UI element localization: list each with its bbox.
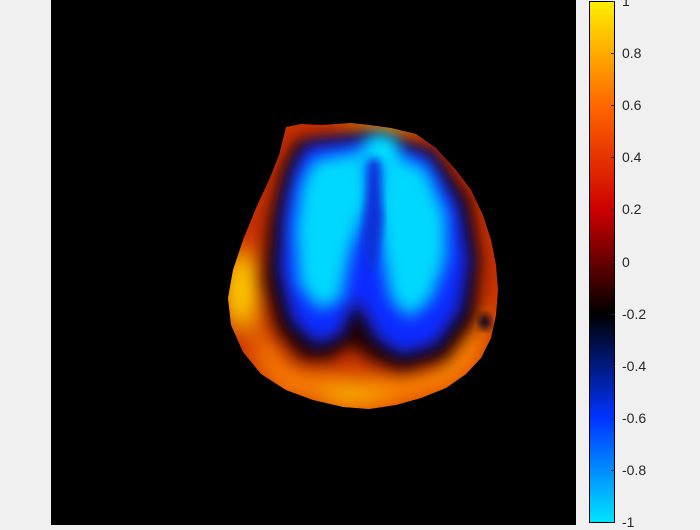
colorbar-tick-label: -1 [622, 514, 635, 530]
colorbar-tick-label: 0.6 [622, 97, 642, 114]
colorbar-tick-mark [611, 522, 615, 523]
colorbar-tick-label: 0.8 [622, 45, 642, 62]
colorbar-tick-label: -0.4 [622, 357, 647, 374]
colorbar-tick-mark [611, 157, 615, 159]
colorbar-tick-mark [611, 469, 615, 471]
colorbar-tick-label: -0.2 [622, 305, 647, 322]
colorbar-tick-mark [611, 209, 615, 211]
image-axes [51, 0, 576, 525]
colorbar-tick-mark [611, 53, 615, 55]
colorbar [589, 1, 615, 523]
colorbar-tick-label: 1 [622, 0, 630, 9]
colorbar-tick-label: 0.2 [622, 201, 642, 218]
colorbar-tick-mark [611, 261, 615, 263]
brain-map-image [228, 123, 498, 409]
colorbar-tick-mark [611, 365, 615, 367]
colorbar-tick-mark [611, 105, 615, 107]
colorbar-ticks: 1 0.8 0.6 0.4 0.2 0 -0.2 -0.4 -0.6 -0.8 -1 [611, 0, 700, 529]
colorbar-tick-mark [611, 417, 615, 419]
colorbar-tick-label: -0.8 [622, 461, 647, 478]
colorbar-tick-label: 0 [622, 253, 630, 270]
colorbar-tick-label: 0.4 [622, 149, 642, 166]
colorbar-tick-label: -0.6 [622, 409, 647, 426]
colorbar-tick-mark [611, 1, 615, 2]
colorbar-tick-mark [611, 313, 615, 315]
